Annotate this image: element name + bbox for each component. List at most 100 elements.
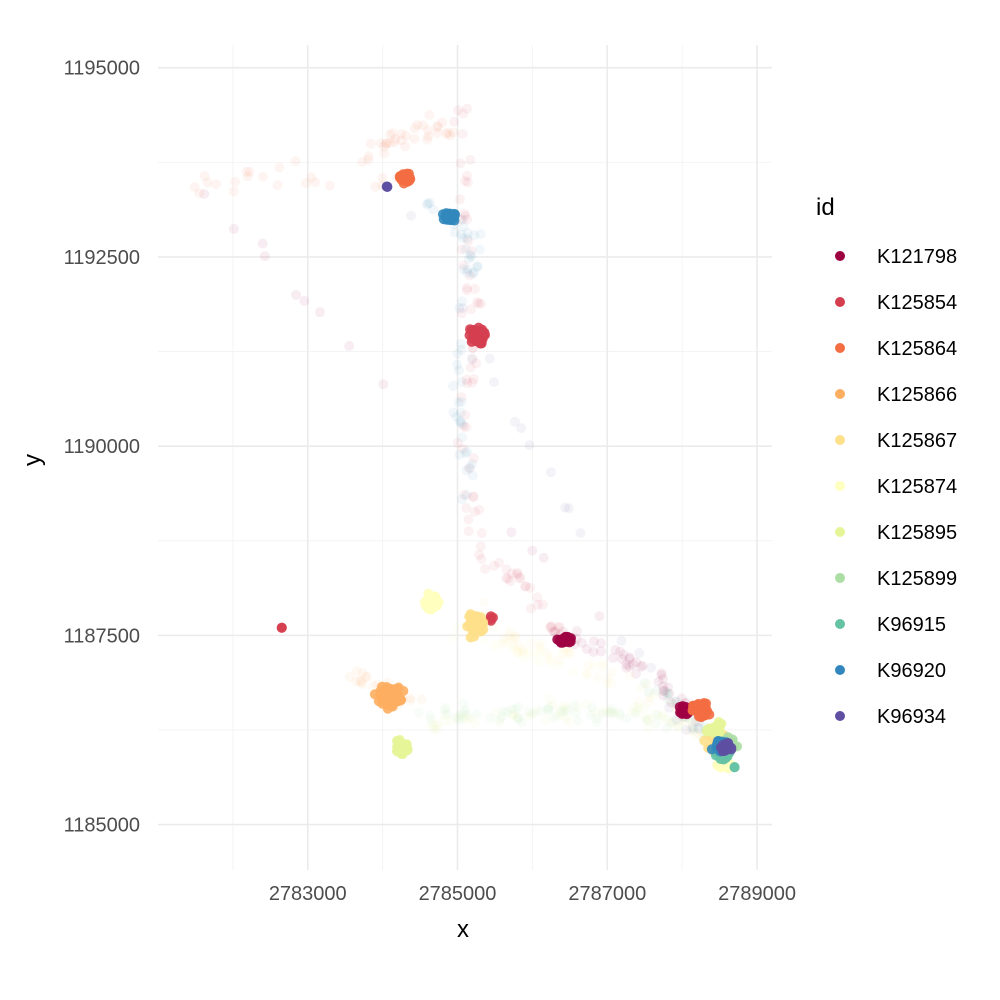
trail-point: [390, 134, 401, 145]
trail-point: [559, 706, 570, 717]
trail-point: [602, 673, 613, 684]
trail-point: [471, 709, 482, 720]
trail-point: [532, 599, 543, 610]
trail-point: [464, 462, 475, 473]
trail-point: [676, 693, 687, 704]
trail-point: [396, 135, 407, 146]
trail-point: [466, 353, 477, 364]
trail-point: [629, 701, 640, 712]
trail-point: [485, 712, 496, 723]
trail-point: [524, 440, 535, 451]
trail-point: [455, 158, 466, 169]
trail-point: [448, 632, 459, 643]
trail-point: [478, 597, 489, 608]
trail-point: [362, 154, 373, 165]
trail-point: [501, 572, 512, 583]
trail-point: [418, 120, 429, 131]
trail-point: [535, 647, 546, 658]
trail-point: [448, 407, 459, 418]
trail-point: [555, 704, 566, 715]
trail-point: [476, 554, 487, 565]
trail-point: [548, 699, 559, 710]
trail-point: [274, 162, 285, 173]
trail-point: [544, 694, 555, 705]
trail-point: [429, 724, 440, 735]
trail-point: [514, 573, 525, 584]
data-point: [382, 703, 393, 714]
trail-point: [548, 626, 559, 637]
trail-point: [512, 647, 523, 658]
trail-point: [381, 138, 392, 149]
trail-point: [457, 443, 468, 454]
trail-point: [570, 707, 581, 718]
trail-point: [565, 648, 576, 659]
legend-label: K96934: [877, 706, 946, 728]
trail-point: [593, 672, 604, 683]
trail-point: [462, 446, 473, 457]
trail-point: [688, 725, 699, 736]
trail-point: [630, 668, 641, 679]
x-tick-label: 2787000: [568, 883, 646, 905]
trail-point: [643, 714, 654, 725]
trail-point: [588, 636, 599, 647]
data-point: [379, 691, 390, 702]
trail-point: [516, 423, 527, 434]
trail-point: [456, 308, 467, 319]
trail-point: [545, 652, 556, 663]
trail-point: [457, 303, 468, 314]
trail-point: [637, 660, 648, 671]
trail-point: [424, 197, 435, 208]
trail-point: [663, 682, 674, 693]
trail-point: [507, 643, 518, 654]
trail-point: [259, 251, 270, 262]
trail-point: [423, 125, 434, 136]
trail-point: [457, 128, 468, 139]
trail-point: [490, 707, 501, 718]
legend-key-marker: [835, 343, 845, 353]
trail-point: [587, 702, 598, 713]
trail-point: [357, 678, 368, 689]
trail-point: [508, 640, 519, 651]
trail-point: [545, 622, 556, 633]
trail-point: [456, 344, 467, 355]
trail-point: [673, 721, 684, 732]
trail-point: [661, 723, 672, 734]
trail-point: [505, 626, 516, 637]
trail-point: [475, 541, 486, 552]
trail-point: [506, 527, 517, 538]
trail-point: [462, 713, 473, 724]
trail-point: [461, 422, 472, 433]
trail-point: [663, 695, 674, 706]
trail-point: [504, 630, 515, 641]
trail-point: [642, 714, 653, 725]
trail-point: [432, 127, 443, 138]
trail-point: [547, 658, 558, 669]
trail-point: [653, 676, 664, 687]
trail-point: [440, 702, 451, 713]
trail-point: [525, 647, 536, 658]
y-tick-label: 1190000: [64, 436, 140, 458]
trail-point: [499, 633, 510, 644]
trail-point: [525, 582, 536, 593]
trail-point: [464, 713, 475, 724]
trail-point: [553, 622, 564, 633]
trail-point: [564, 716, 575, 727]
legend-label: K121798: [877, 246, 957, 268]
trail-point: [460, 410, 471, 421]
trail-point: [458, 707, 469, 718]
trail-point: [605, 707, 616, 718]
trail-point: [608, 653, 619, 664]
trail-point: [494, 714, 505, 725]
data-point: [381, 181, 392, 192]
trail-point: [644, 696, 655, 707]
trail-point: [522, 646, 533, 657]
trail-point: [452, 622, 463, 633]
trail-point: [453, 105, 464, 116]
y-tick-label: 1185000: [64, 815, 140, 837]
trail-point: [693, 723, 704, 734]
trail-point: [454, 303, 465, 314]
trail-point: [362, 671, 373, 682]
trail-point: [423, 198, 434, 209]
trail-point: [663, 688, 674, 699]
trail-point: [588, 661, 599, 672]
